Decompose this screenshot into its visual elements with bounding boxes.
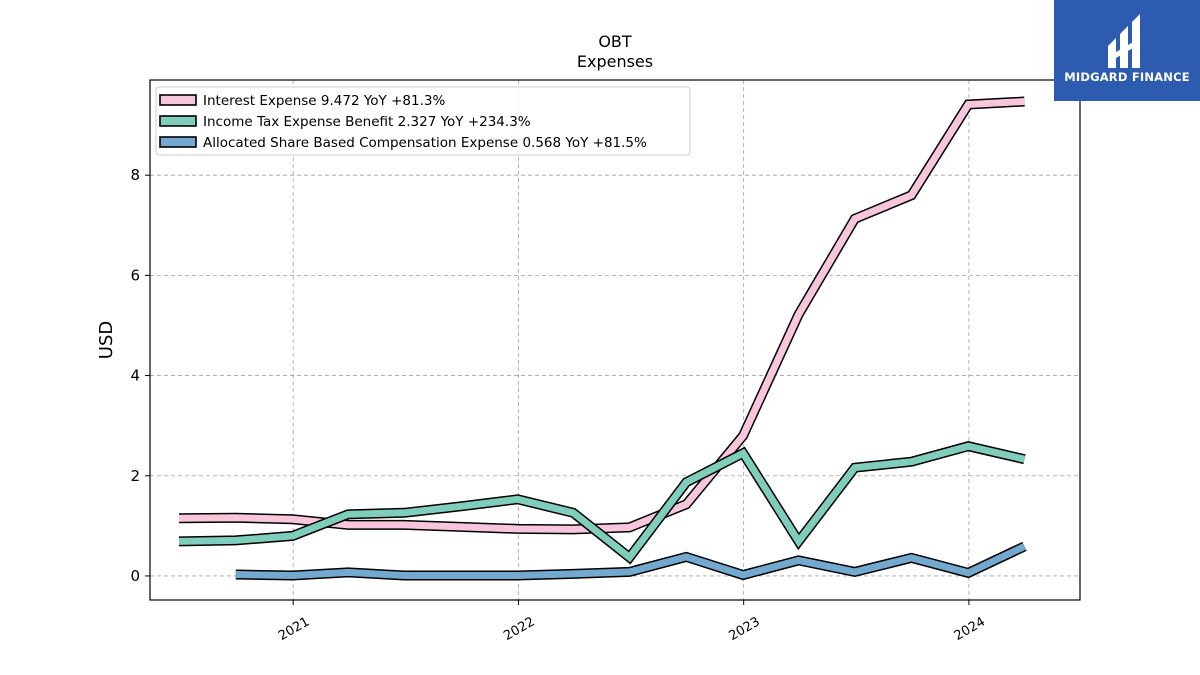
y-tick-label: 8: [130, 166, 140, 184]
logo-mark-icon: [1108, 14, 1140, 68]
y-tick-label: 2: [130, 467, 140, 485]
series-income-tax-expense-benefit: [178, 441, 1026, 565]
y-tick-label: 4: [130, 367, 140, 385]
grid-layer: [150, 80, 1080, 600]
legend-swatch: [159, 94, 197, 106]
x-tick-label: 2021: [276, 614, 312, 644]
legend-box: [155, 86, 691, 156]
x-tick-label: 2024: [952, 614, 988, 644]
plot-frame: [149, 79, 1081, 601]
legend: Interest Expense 9.472 YoY +81.3% Income …: [155, 86, 691, 156]
legend-entry-label: Allocated Share Based Compensation Expen…: [203, 135, 647, 151]
legend-entry-label: Income Tax Expense Benefit 2.327 YoY +23…: [203, 114, 531, 130]
legend-entry-label: Interest Expense 9.472 YoY +81.3%: [203, 93, 445, 109]
legend-swatch: [159, 136, 197, 148]
legend-swatch: [159, 115, 197, 127]
x-tick-label: 2023: [727, 614, 763, 644]
chart-subtitle: Expenses: [577, 52, 653, 71]
chart-title: OBT: [598, 32, 632, 51]
x-tick-label: 2022: [501, 614, 537, 644]
series-allocated-share-based-compensation-expense: [235, 541, 1027, 581]
y-tick-label: 0: [130, 567, 140, 585]
y-tick-label: 6: [130, 266, 140, 284]
series-line: [178, 442, 1026, 563]
logo-text: MIDGARD FINANCE: [1064, 70, 1190, 84]
midgard-finance-logo: MIDGARD FINANCE: [1054, 0, 1200, 101]
series-layer: [178, 96, 1027, 581]
y-axis-label: USD: [96, 321, 117, 359]
series-line: [235, 543, 1026, 580]
